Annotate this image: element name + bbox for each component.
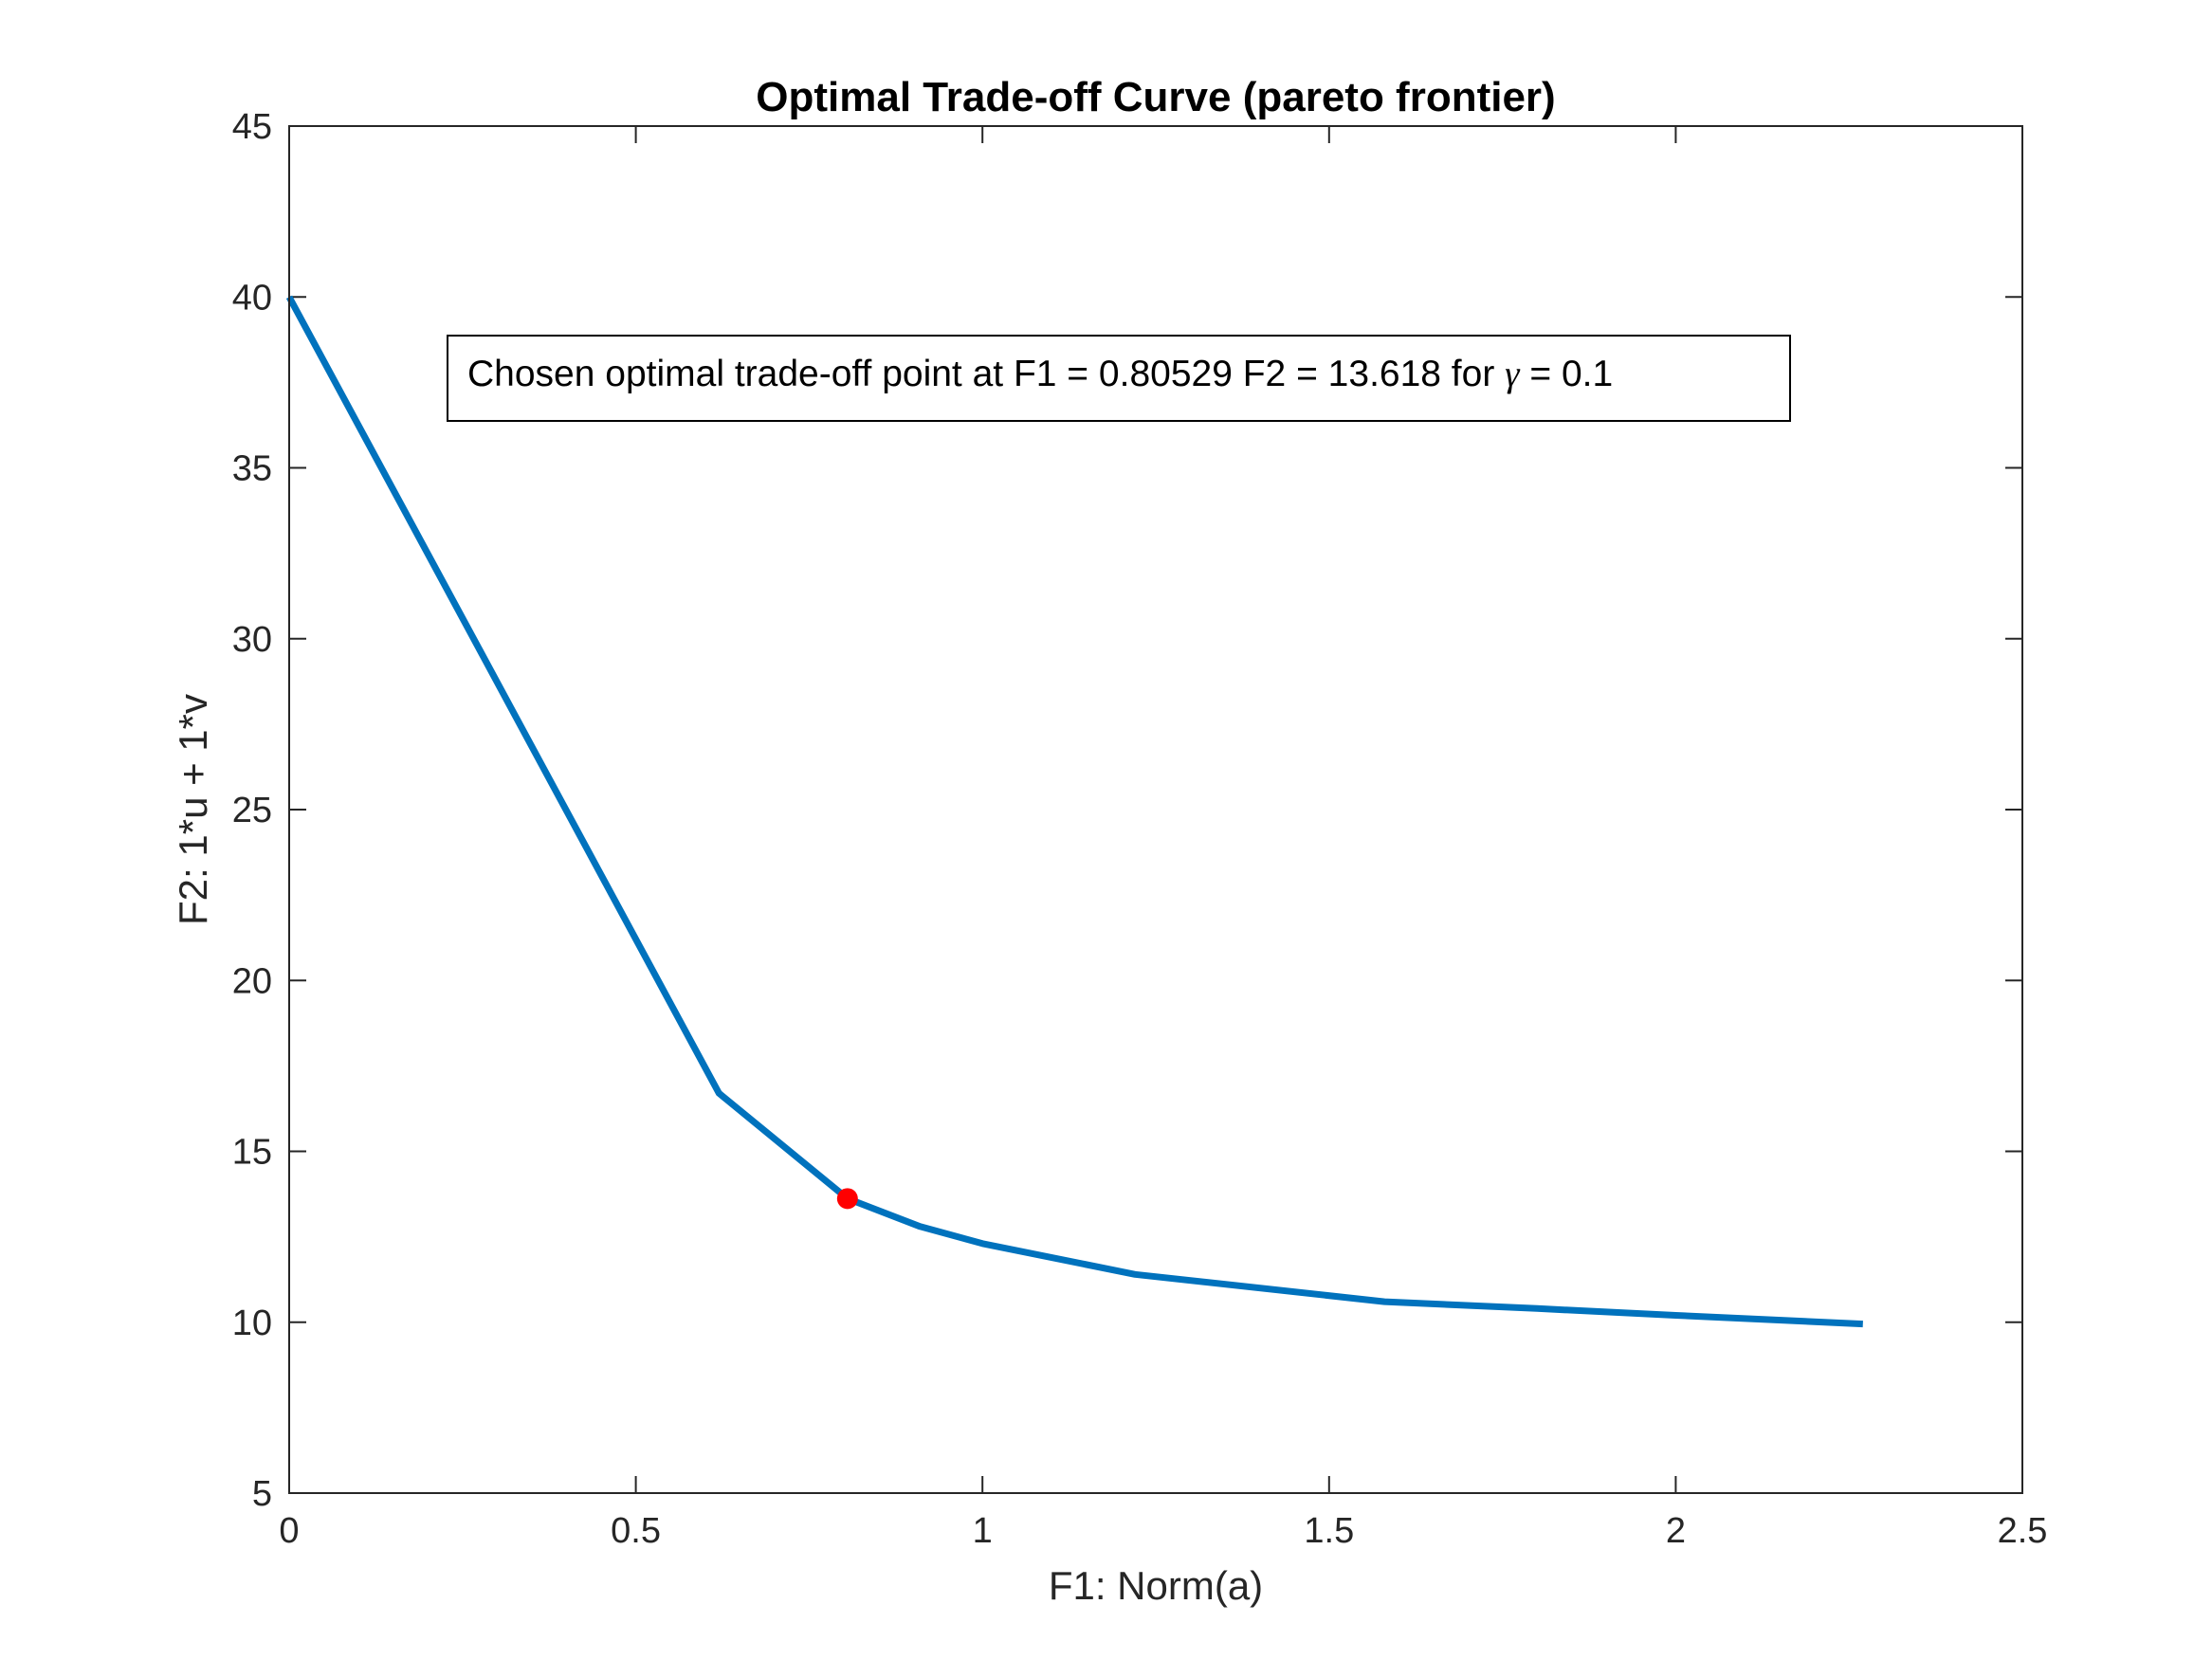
- y-tick-label: 35: [232, 449, 272, 489]
- y-tick-label: 15: [232, 1133, 272, 1173]
- annotation-gamma-symbol: γ: [1505, 354, 1521, 394]
- x-tick-label: 1.5: [1304, 1511, 1354, 1551]
- x-tick-label: 2: [1666, 1511, 1686, 1551]
- y-tick-label: 25: [232, 791, 272, 830]
- annotation-suffix: = 0.1: [1520, 354, 1614, 394]
- annotation-border: [447, 335, 1791, 422]
- series-line: [285, 295, 1863, 1328]
- chart-title: Optimal Trade-off Curve (pareto frontier…: [756, 74, 1555, 120]
- y-axis-label: F2: 1*u + 1*v: [171, 694, 215, 925]
- highlight-point: [836, 1188, 858, 1210]
- y-tick-label: 10: [232, 1304, 272, 1343]
- annotation-box: Chosen optimal trade-off point at F1 = 0…: [447, 335, 1791, 422]
- x-tick-label: 0.5: [611, 1511, 661, 1551]
- annotation-prefix: Chosen optimal trade-off point at F1 = 0…: [467, 354, 1505, 394]
- x-tick-label: 0: [279, 1511, 299, 1551]
- y-tick-label: 5: [252, 1474, 272, 1514]
- y-tick-label: 20: [232, 961, 272, 1001]
- annotation-text: Chosen optimal trade-off point at F1 = 0…: [467, 354, 1613, 394]
- x-axis-label: F1: Norm(a): [1049, 1563, 1263, 1608]
- plot-area: [289, 126, 2022, 1493]
- plot-box: [288, 125, 2023, 1494]
- x-tick-label: 2.5: [1998, 1511, 2048, 1551]
- y-tick-label: 45: [232, 107, 272, 147]
- y-tick-label: 40: [232, 278, 272, 318]
- y-tick-label: 30: [232, 620, 272, 660]
- x-tick-label: 1: [973, 1511, 993, 1551]
- tick-labels: 0 0.5 1 1.5 2 2.5 5 10 15 20 25 30 35 40 45: [232, 107, 2048, 1551]
